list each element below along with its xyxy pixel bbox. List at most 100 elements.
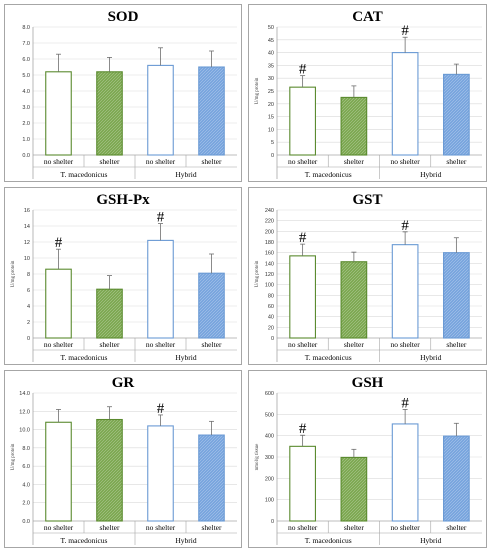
y-tick-label: 1.0 bbox=[22, 137, 30, 143]
bar-tmac-shelter bbox=[96, 71, 123, 156]
x-category-label: shelter bbox=[446, 523, 466, 532]
x-category-label: shelter bbox=[100, 340, 120, 349]
bar-tmac-shelter bbox=[96, 288, 123, 339]
x-group-label: T. macedonicus bbox=[61, 536, 108, 545]
chart-title: GSH bbox=[352, 375, 384, 391]
x-category-label: no shelter bbox=[390, 523, 420, 532]
y-tick-label: 8 bbox=[27, 272, 30, 278]
sod-chart-panel: SOD 0.0 1.0 2.0 3.0 4.0 5.0 6.0 7.0 8.0 no shelter… bbox=[4, 4, 242, 182]
bar-hybrid-no-shelter bbox=[147, 64, 174, 156]
y-tick-label: 40 bbox=[268, 315, 274, 321]
gr-chart-panel: GR U/mg protein 0.0 2.0 4.0 6.0 8.0 10.0 12.0 14.… bbox=[4, 370, 242, 548]
chart-title: CAT bbox=[352, 9, 383, 25]
x-group-label: T. macedonicus bbox=[305, 536, 352, 545]
cat-chart-panel: CAT U/mg protein 0 5 10 15 20 25 30 35 40 45 50 # no s… bbox=[248, 4, 487, 182]
x-category-label: shelter bbox=[446, 340, 466, 349]
y-tick-label: 200 bbox=[265, 476, 274, 482]
significance-mark: # bbox=[157, 401, 165, 417]
x-category-label: no shelter bbox=[288, 157, 318, 166]
y-tick-label: 6.0 bbox=[22, 57, 30, 63]
x-category-label: no shelter bbox=[146, 523, 176, 532]
y-tick-label: 12 bbox=[24, 240, 30, 246]
y-axis-label: U/mg protein bbox=[255, 260, 260, 287]
x-category-label: shelter bbox=[344, 523, 364, 532]
y-tick-label: 120 bbox=[265, 272, 274, 278]
bar-tmac-no-shelter bbox=[289, 445, 316, 522]
bar-tmac-shelter bbox=[340, 261, 368, 339]
chart-title: GST bbox=[352, 192, 382, 208]
bar-hybrid-no-shelter bbox=[391, 423, 419, 522]
y-tick-label: 6 bbox=[27, 288, 30, 294]
x-category-label: no shelter bbox=[390, 157, 420, 166]
y-tick-label: 0.0 bbox=[22, 153, 30, 159]
x-group-label: T. macedonicus bbox=[305, 353, 352, 362]
y-tick-label: 200 bbox=[265, 229, 274, 235]
y-axis-label: U/mg protein bbox=[255, 77, 260, 104]
chart-title: GSH-Px bbox=[96, 192, 150, 208]
y-tick-label: 240 bbox=[265, 208, 274, 214]
y-tick-label: 600 bbox=[265, 391, 274, 397]
y-tick-label: 35 bbox=[268, 63, 274, 69]
y-tick-label: 10 bbox=[268, 127, 274, 133]
x-category-label: shelter bbox=[100, 523, 120, 532]
significance-mark: # bbox=[55, 235, 63, 251]
x-category-label: no shelter bbox=[44, 523, 74, 532]
significance-mark: # bbox=[401, 218, 409, 234]
x-category-label: shelter bbox=[202, 340, 222, 349]
x-category-label: shelter bbox=[446, 157, 466, 166]
bar-hybrid-no-shelter bbox=[391, 244, 419, 339]
y-tick-label: 15 bbox=[268, 115, 274, 121]
x-group-label: Hybrid bbox=[420, 170, 441, 179]
bar-tmac-shelter bbox=[96, 418, 123, 522]
x-group-label: T. macedonicus bbox=[61, 353, 108, 362]
y-tick-label: 4 bbox=[27, 304, 30, 310]
significance-mark: # bbox=[401, 395, 409, 411]
bar-tmac-no-shelter bbox=[289, 255, 316, 339]
gst-chart-panel: GST U/mg protein 0 20 40 60 80 100 120 140 160 180 2… bbox=[248, 187, 487, 365]
chart-title: SOD bbox=[108, 9, 139, 25]
y-tick-label: 0 bbox=[271, 336, 274, 342]
y-tick-label: 4.0 bbox=[22, 482, 30, 488]
y-tick-label: 6.0 bbox=[22, 464, 30, 470]
y-tick-label: 220 bbox=[265, 219, 274, 225]
bar-tmac-no-shelter bbox=[289, 86, 316, 156]
y-tick-label: 160 bbox=[265, 251, 274, 257]
bar-hybrid-no-shelter bbox=[147, 425, 174, 522]
gr-chart: GR U/mg protein 0.0 2.0 4.0 6.0 8.0 10.0 12.0 14.… bbox=[11, 375, 237, 545]
y-tick-label: 400 bbox=[265, 434, 274, 440]
y-tick-label: 2 bbox=[27, 320, 30, 326]
y-tick-label: 40 bbox=[268, 51, 274, 57]
x-category-label: no shelter bbox=[44, 157, 74, 166]
x-group-label: T. macedonicus bbox=[61, 170, 108, 179]
x-category-label: shelter bbox=[202, 523, 222, 532]
y-tick-label: 5.0 bbox=[22, 73, 30, 79]
x-category-label: no shelter bbox=[288, 523, 318, 532]
x-group-label: Hybrid bbox=[175, 353, 196, 362]
bar-hybrid-shelter bbox=[443, 435, 470, 522]
y-tick-label: 60 bbox=[268, 304, 274, 310]
x-category-label: no shelter bbox=[146, 157, 176, 166]
x-category-label: shelter bbox=[344, 157, 364, 166]
significance-mark: # bbox=[299, 421, 307, 437]
x-category-label: shelter bbox=[202, 157, 222, 166]
bar-tmac-no-shelter bbox=[45, 421, 72, 522]
y-axis-label: U/mg protein bbox=[11, 443, 16, 470]
y-tick-label: 4.0 bbox=[22, 89, 30, 95]
bar-hybrid-shelter bbox=[443, 252, 470, 339]
y-axis-label: U/mg protein bbox=[11, 260, 16, 287]
y-tick-label: 0 bbox=[27, 336, 30, 342]
x-group-label: Hybrid bbox=[175, 536, 196, 545]
x-group-label: Hybrid bbox=[175, 170, 196, 179]
y-tick-label: 20 bbox=[268, 325, 274, 331]
bar-hybrid-no-shelter bbox=[147, 239, 174, 339]
y-tick-label: 2.0 bbox=[22, 121, 30, 127]
y-tick-label: 7.0 bbox=[22, 41, 30, 47]
chart-title: GR bbox=[112, 375, 135, 391]
bar-hybrid-shelter bbox=[198, 66, 225, 156]
y-tick-label: 300 bbox=[265, 455, 274, 461]
x-category-label: no shelter bbox=[390, 340, 420, 349]
x-category-label: shelter bbox=[344, 340, 364, 349]
y-axis-label: nmol/g tissue bbox=[255, 443, 260, 471]
x-category-label: no shelter bbox=[146, 340, 176, 349]
y-tick-label: 0.0 bbox=[22, 519, 30, 525]
